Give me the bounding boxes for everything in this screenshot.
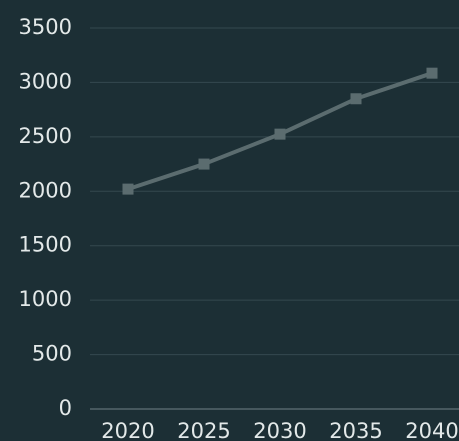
x-tick-label: 2030 — [253, 419, 306, 441]
x-tick-label: 2035 — [329, 419, 382, 441]
x-tick-label: 2025 — [177, 419, 230, 441]
point — [122, 183, 134, 195]
x-tick-label: 2040 — [405, 419, 458, 441]
y-tick-label: 1500 — [19, 233, 72, 257]
y-tick-label: 500 — [32, 342, 72, 366]
point — [350, 93, 362, 105]
point — [426, 67, 438, 79]
y-tick-label: 2000 — [19, 178, 72, 202]
y-tick-label: 0 — [59, 396, 72, 420]
y-tick-label: 3000 — [19, 69, 72, 93]
x-tick-label: 2020 — [101, 419, 154, 441]
y-tick-label: 3500 — [19, 15, 72, 39]
y-tick-label: 1000 — [19, 287, 72, 311]
y-tick-label: 2500 — [19, 124, 72, 148]
point — [198, 158, 210, 170]
point — [274, 128, 286, 140]
